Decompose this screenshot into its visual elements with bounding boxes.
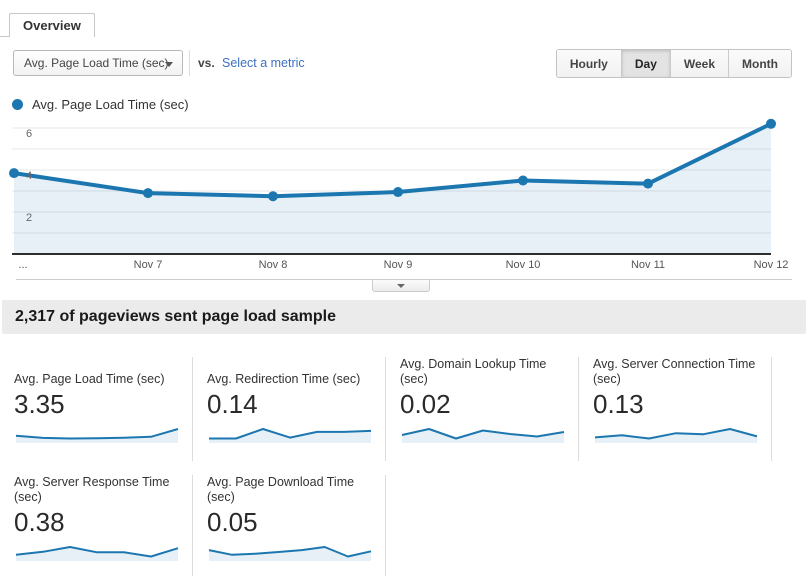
metric-card-value: 0.05 xyxy=(207,507,258,537)
x-axis-label: Nov 11 xyxy=(630,259,666,271)
select-metric-link[interactable]: Select a metric xyxy=(222,56,305,70)
x-axis-label: Nov 10 xyxy=(505,259,541,271)
metric-sparkline xyxy=(15,428,179,443)
metric-sparkline xyxy=(15,546,179,561)
sparkline-line xyxy=(208,546,372,558)
data-point[interactable] xyxy=(518,175,528,186)
controls-row: Avg. Page Load Time (sec) vs. Select a m… xyxy=(0,49,808,78)
metric-card-avg-server-connection-time[interactable]: Avg. Server Connection Time (sec) 0.13 xyxy=(579,357,772,461)
y-axis-label: 2 xyxy=(26,212,32,224)
metric-card-title: Avg. Server Connection Time (sec) xyxy=(593,357,756,386)
metric-sparkline xyxy=(209,428,372,443)
y-axis-label: 4 xyxy=(26,170,32,182)
metric-card-title: Avg. Page Download Time (sec) xyxy=(207,475,355,504)
sparkline-line xyxy=(594,428,758,440)
annotation-divider xyxy=(16,279,792,280)
legend-item: Avg. Page Load Time (sec) xyxy=(12,96,808,112)
tab-bar: Overview xyxy=(0,0,808,37)
sparkline-line xyxy=(401,428,565,440)
metric-sparkline xyxy=(401,428,565,443)
metric-card-avg-server-response-time[interactable]: Avg. Server Response Time (sec) 0.38 xyxy=(0,475,193,576)
vs-label: vs. xyxy=(198,56,215,70)
data-point[interactable] xyxy=(143,188,153,199)
x-axis-label: Nov 7 xyxy=(133,259,163,271)
metric-card-avg-page-download-time[interactable]: Avg. Page Download Time (sec) 0.05 xyxy=(193,475,386,576)
tab-overview-label: Overview xyxy=(23,18,81,33)
annotation-expander-button[interactable] xyxy=(372,280,430,292)
controls-divider xyxy=(189,50,190,76)
data-point[interactable] xyxy=(766,118,776,129)
x-axis-labels: ... Nov 7 Nov 8 Nov 9 Nov 10 Nov 11 Nov 12 xyxy=(0,259,800,275)
sparkline-line xyxy=(209,428,372,440)
metric-card-title: Avg. Redirection Time (sec) xyxy=(207,372,361,386)
y-axis-label: 6 xyxy=(26,128,32,140)
sparkline-area-fill xyxy=(16,429,178,443)
metric-selector-dropdown[interactable]: Avg. Page Load Time (sec) xyxy=(13,50,183,76)
granularity-button-week[interactable]: Week xyxy=(669,50,729,77)
metric-card-value: 0.38 xyxy=(14,507,65,537)
metric-card-value: 0.02 xyxy=(400,389,451,419)
sparkline-area-fill xyxy=(16,547,178,561)
metric-selector-value: Avg. Page Load Time (sec) xyxy=(24,56,169,70)
timeline-chart-area: 2 4 6 ... Nov 7 Nov 8 Nov 9 Nov 10 Nov 11 Nov 12 xyxy=(0,117,808,292)
legend-dot-icon xyxy=(12,98,23,110)
data-point[interactable] xyxy=(393,187,403,198)
granularity-button-day[interactable]: Day xyxy=(620,50,670,77)
sparkline-area-fill xyxy=(402,429,564,443)
series-area-fill xyxy=(14,123,771,254)
metric-card-title: Avg. Server Response Time (sec) xyxy=(14,475,170,504)
x-axis-label: Nov 12 xyxy=(753,259,789,271)
metric-card-title: Avg. Page Load Time (sec) xyxy=(14,372,165,386)
legend-label: Avg. Page Load Time (sec) xyxy=(32,96,189,112)
granularity-button-month[interactable]: Month xyxy=(728,50,791,77)
sparkline-line xyxy=(15,546,179,558)
x-axis-line xyxy=(12,253,771,255)
granularity-button-group: Hourly Day Week Month xyxy=(555,49,792,78)
sparkline-line xyxy=(15,428,179,440)
x-axis-label: ... xyxy=(18,259,28,271)
x-axis-label: Nov 8 xyxy=(258,259,288,271)
sparkline-area-fill xyxy=(209,547,371,561)
metric-card-avg-redirection-time[interactable]: Avg. Redirection Time (sec) 0.14 xyxy=(193,357,386,461)
x-axis-label: Nov 9 xyxy=(383,259,413,271)
metric-card-value: 3.35 xyxy=(14,389,65,419)
metric-card-value: 0.13 xyxy=(593,389,644,419)
metric-card-avg-page-load-time[interactable]: Avg. Page Load Time (sec) 3.35 xyxy=(0,357,193,461)
chevron-down-icon xyxy=(397,284,405,288)
granularity-button-hourly[interactable]: Hourly xyxy=(556,50,621,77)
metric-sparkline xyxy=(594,428,758,443)
data-point[interactable] xyxy=(9,168,19,179)
metric-card-title: Avg. Domain Lookup Time (sec) xyxy=(400,357,547,386)
metric-card-value: 0.14 xyxy=(207,389,258,419)
metric-sparkline xyxy=(208,546,372,561)
metric-card-avg-domain-lookup-time[interactable]: Avg. Domain Lookup Time (sec) 0.02 xyxy=(386,357,579,461)
tab-bar-baseline xyxy=(0,36,10,37)
data-point[interactable] xyxy=(268,191,278,202)
sample-banner: 2,317 of pageviews sent page load sample xyxy=(2,300,806,334)
metrics-grid: Avg. Page Load Time (sec) 3.35 Avg. Redi… xyxy=(0,357,808,576)
data-point[interactable] xyxy=(643,178,653,189)
timeline-chart[interactable]: 2 4 6 xyxy=(0,117,800,257)
chevron-down-icon xyxy=(165,62,173,67)
tab-overview[interactable]: Overview xyxy=(9,13,95,37)
